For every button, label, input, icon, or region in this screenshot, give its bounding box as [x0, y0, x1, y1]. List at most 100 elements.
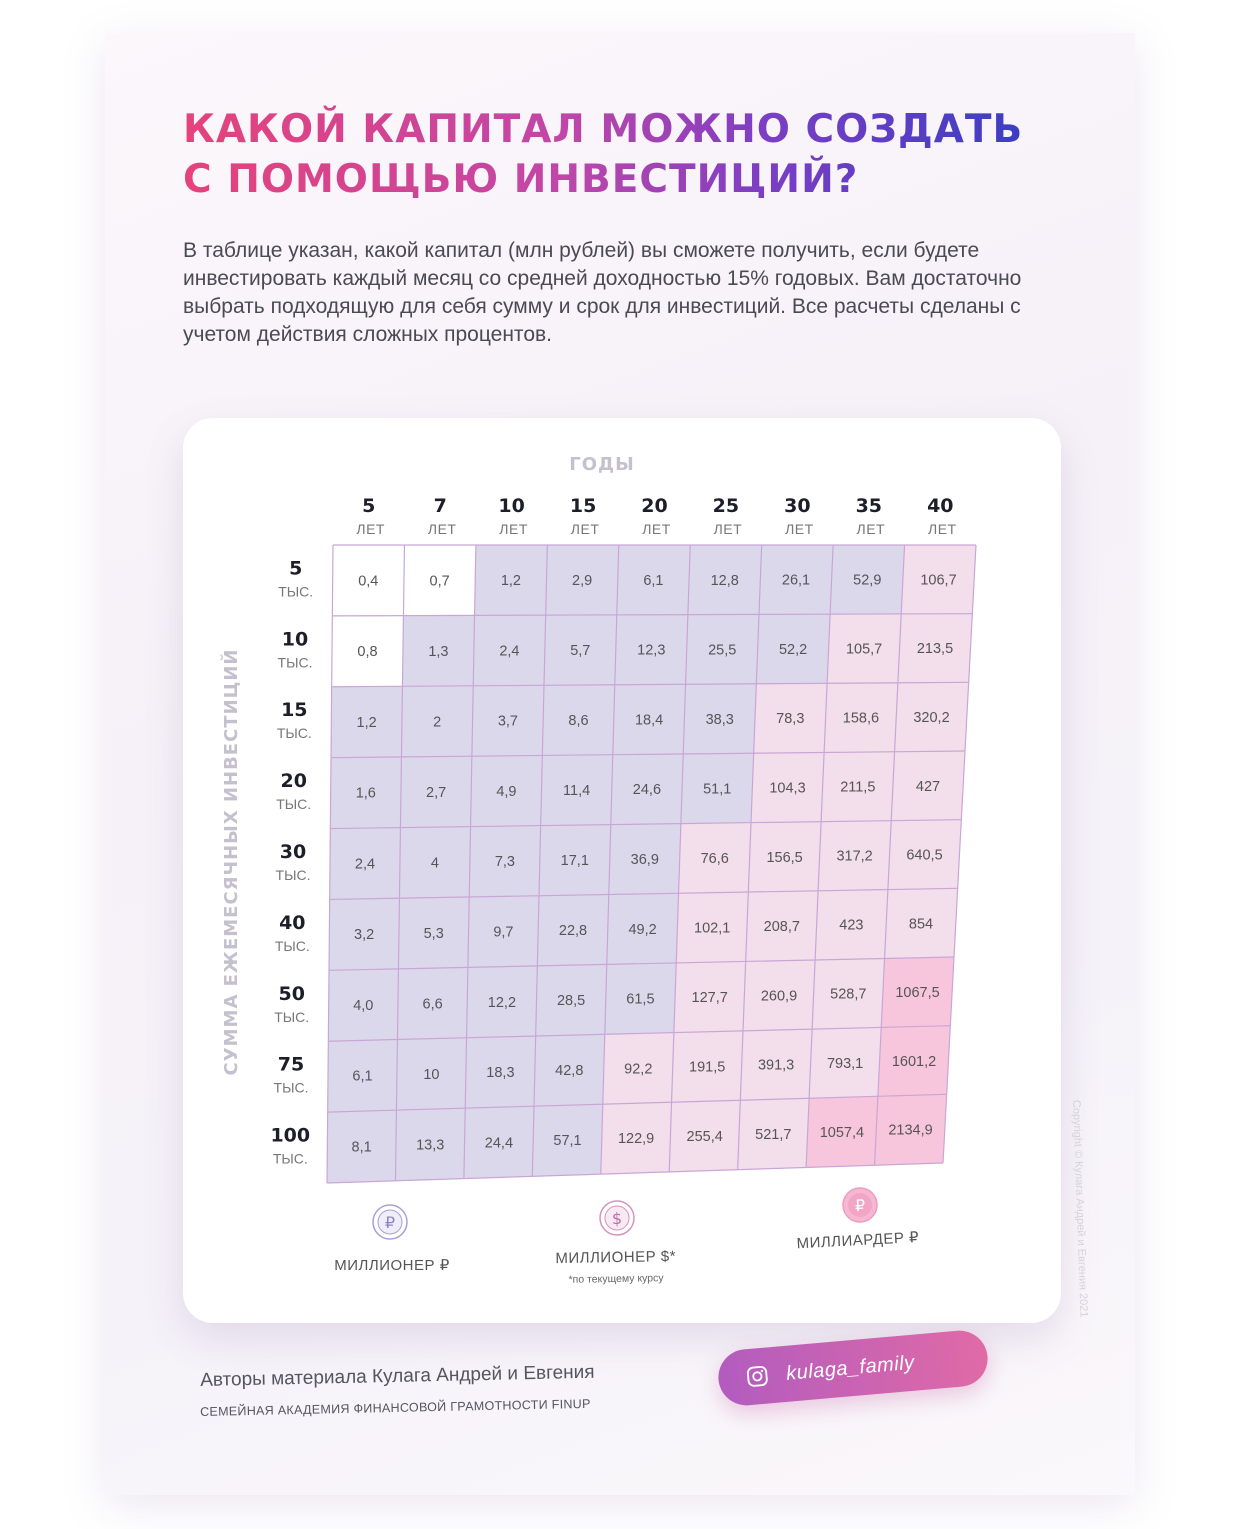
grid-line-vertical	[326, 544, 334, 1184]
instagram-icon	[746, 1365, 768, 1387]
intro-paragraph: В таблице указан, какой капитал (млн руб…	[183, 239, 1022, 346]
dollar-coin-icon: $	[599, 1200, 635, 1236]
table-cell-usd	[673, 961, 746, 1033]
legend-label: МИЛЛИОНЕР ₽	[334, 1257, 449, 1274]
table-cell-rub	[612, 684, 686, 755]
table-cell-value: 24,6	[633, 782, 661, 798]
table-cell-usd	[745, 890, 819, 962]
column-header-unit: ЛЕТ	[499, 521, 528, 537]
x-axis-title: ГОДЫ	[569, 454, 634, 475]
column-header-years: 7	[434, 495, 447, 517]
ruble-filled-coin-icon: ₽	[842, 1187, 878, 1223]
table-cell-bil	[874, 1094, 947, 1166]
table-cell-value: 213,5	[917, 641, 953, 657]
table-cell-value: 1,2	[357, 715, 377, 731]
table-cell-value: 3,2	[354, 927, 374, 943]
column-header-unit: ЛЕТ	[356, 521, 385, 537]
table-cell-usd	[887, 819, 962, 890]
table-cell-value: 793,1	[827, 1056, 863, 1072]
table-cell-value: 28,5	[557, 993, 585, 1009]
table-cell-rub	[534, 1034, 605, 1107]
table-cell-rub	[329, 898, 400, 971]
row-header-amount: 50	[278, 983, 304, 1005]
grid-line-vertical	[394, 544, 406, 1181]
table-cell-value: 427	[916, 779, 940, 795]
row-header-amount: 100	[270, 1125, 310, 1147]
table-cell-bil	[881, 957, 954, 1028]
table-cell-none	[332, 545, 405, 616]
row-header-amount: 75	[278, 1054, 304, 1076]
table-cell-usd	[818, 820, 892, 891]
grid-line-horizontal	[331, 681, 969, 688]
table-cell-usd	[740, 1029, 813, 1101]
row-header-unit: ТЫС.	[273, 1151, 308, 1167]
column-header-years: 20	[641, 495, 667, 517]
table-cell-value: 0,7	[430, 573, 450, 589]
table-cell-value: 2,4	[355, 856, 375, 872]
table-cell-usd	[897, 613, 973, 683]
table-cell-rub	[544, 614, 617, 686]
table-cell-none	[403, 545, 476, 616]
table-cell-value: 191,5	[689, 1060, 725, 1076]
instagram-badge[interactable]: kulaga_family	[716, 1328, 990, 1408]
table-cell-value: 106,7	[920, 572, 956, 588]
table-cell-value: 13,3	[416, 1137, 444, 1153]
table-cell-rub	[471, 685, 544, 757]
instagram-handle: kulaga_family	[785, 1351, 916, 1385]
column-header-years: 35	[856, 495, 882, 517]
table-cell-value: 2	[433, 714, 441, 730]
legend-label: МИЛЛИОНЕР $*	[555, 1248, 676, 1267]
table-cell-rub	[470, 755, 543, 827]
column-header-unit: ЛЕТ	[785, 521, 814, 537]
table-cell-rub	[327, 1039, 398, 1113]
table-cell-rub	[330, 756, 402, 829]
row-header-amount: 20	[280, 770, 306, 792]
table-cell-value: 24,4	[485, 1135, 513, 1151]
table-cell-value: 260,9	[761, 988, 797, 1004]
table-cell-value: 1067,5	[895, 985, 939, 1001]
column-header-unit: ЛЕТ	[571, 521, 600, 537]
table-cell-rub	[685, 614, 759, 685]
table-cell-value: 122,9	[618, 1131, 654, 1147]
grid-line-horizontal	[330, 819, 962, 830]
table-cell-usd	[827, 613, 902, 684]
legend-item-usd: $ МИЛЛИОНЕР $* *по текущему курсу	[555, 1200, 676, 1286]
table-cell-rub	[402, 615, 475, 687]
table-cell-rub	[535, 964, 607, 1037]
row-header-amount: 5	[289, 557, 302, 579]
table-cell-rub	[466, 965, 538, 1038]
table-cell-value: 640,5	[906, 848, 942, 864]
column-header-unit: ЛЕТ	[428, 521, 457, 537]
table-cell-rub	[606, 893, 679, 965]
table-values: 0,4 0,7 1,2 2,9 6,1 12,8 26,1 52,9 106,70,8 1,3 2,…	[352, 572, 957, 1155]
grid-line-horizontal	[328, 1025, 951, 1042]
table-cell-value: 12,2	[488, 995, 516, 1011]
table-cell-usd	[891, 751, 965, 821]
table-cell-rub	[616, 545, 691, 615]
table-cell-value: 105,7	[846, 642, 882, 658]
ruble-coin-icon: ₽	[372, 1204, 408, 1240]
table-cell-rub	[542, 684, 615, 756]
grid-line-vertical	[463, 544, 477, 1179]
table-cell-rub	[396, 1037, 467, 1111]
table-cell-value: 12,3	[637, 643, 665, 659]
table-cell-value: 158,6	[843, 711, 879, 727]
column-header-years: 40	[927, 495, 953, 517]
column-header-years: 25	[713, 495, 739, 517]
table-cell-usd	[812, 958, 885, 1030]
legend-note: *по текущему курсу	[568, 1272, 664, 1286]
table-cell-usd	[678, 822, 751, 894]
table-cell-usd	[671, 1030, 743, 1103]
legend-item-rub: ₽ МИЛЛИОНЕР ₽	[334, 1204, 449, 1274]
table-cell-usd	[669, 1100, 741, 1172]
table-cell-value: 104,3	[769, 781, 805, 797]
table-cell-bil	[806, 1096, 878, 1168]
table-cell-value: 5,3	[424, 926, 444, 942]
grid-line-vertical	[737, 544, 763, 1170]
table-cell-usd	[894, 682, 969, 752]
row-header-unit: ТЫС.	[278, 583, 313, 599]
row-header-unit: ТЫС.	[276, 796, 311, 812]
table-cell-value: 255,4	[687, 1129, 723, 1145]
column-header-unit: ЛЕТ	[857, 521, 886, 537]
table-cell-value: 9,7	[493, 925, 513, 941]
